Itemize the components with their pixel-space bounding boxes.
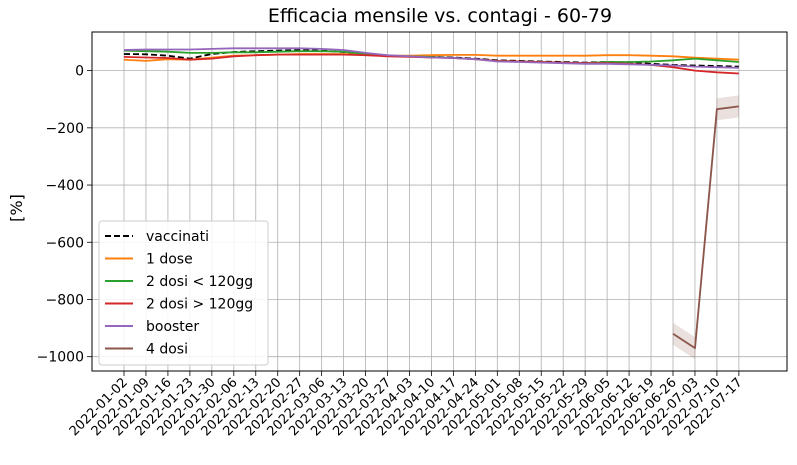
legend-label: booster <box>146 319 199 335</box>
legend-label: 4 dosi <box>146 342 188 358</box>
legend: vaccinati 1 dose 2 dosi < 120gg 2 dosi > 12… <box>98 220 269 366</box>
x-axis: 2022-01-022022-01-092022-01-162022-01-23… <box>67 371 746 439</box>
legend-label: 1 dose <box>146 252 193 268</box>
legend-label: vaccinati <box>146 229 209 245</box>
y-tick-label: −800 <box>46 292 84 308</box>
legend-label: 2 dosi > 120gg <box>146 297 253 313</box>
y-axis-label: [%] <box>7 194 26 222</box>
series-line-booster <box>123 47 739 69</box>
y-tick-label: −400 <box>46 178 84 194</box>
y-tick-label: −1000 <box>37 350 84 366</box>
series-layer <box>123 47 740 360</box>
y-tick-label: −200 <box>46 121 84 137</box>
y-tick-label: −600 <box>46 235 84 251</box>
y-tick-label: 0 <box>75 64 84 80</box>
y-axis: 0 −200 −400 −600 −800 −1000 <box>37 64 92 366</box>
series-line-4-dosi <box>672 105 740 349</box>
chart-title: Efficacia mensile vs. contagi - 60-79 <box>268 5 612 27</box>
legend-box <box>98 220 269 366</box>
plot-frame <box>91 31 788 372</box>
legend-label: 2 dosi < 120gg <box>146 274 253 290</box>
